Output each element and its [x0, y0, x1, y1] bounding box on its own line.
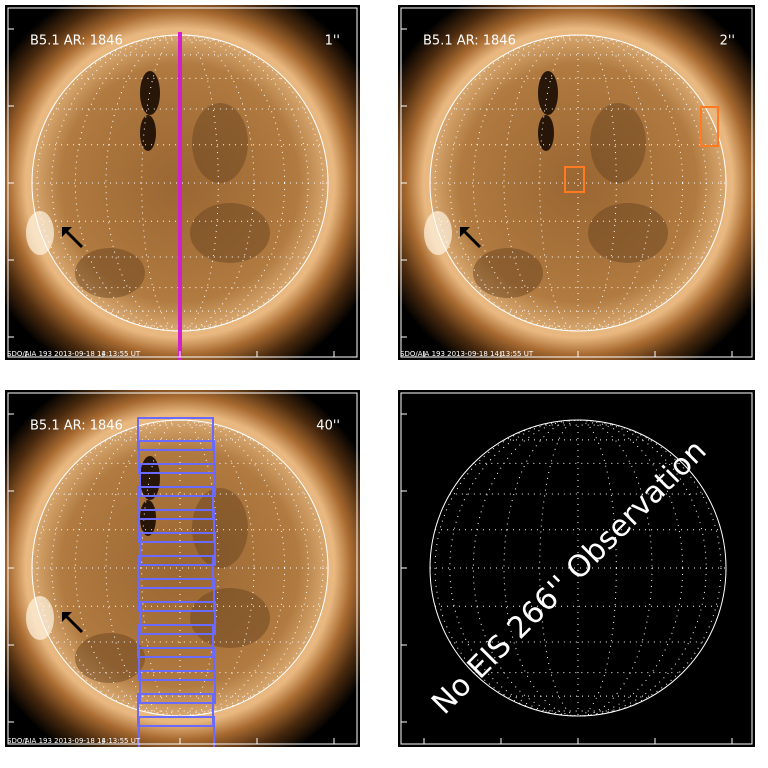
coronal-hole	[190, 203, 270, 263]
coronal-hole	[192, 103, 248, 183]
raster-box	[700, 106, 719, 147]
y-tick-label: 0	[388, 178, 394, 189]
bright-limb	[26, 211, 54, 255]
y-tick-label: 1000	[369, 24, 394, 35]
bright-limb	[26, 596, 54, 640]
coronal-hole	[588, 203, 668, 263]
coronal-hole	[538, 115, 554, 151]
y-tick-label: 500	[375, 101, 394, 112]
panel	[429, 419, 727, 717]
footer: SDO/AIA 193 2013-09-18 14:13:55 UT	[400, 350, 534, 358]
x-tick-label tick: -1000	[11, 365, 40, 376]
coronal-hole	[75, 248, 145, 298]
raster-box	[564, 166, 585, 193]
y-tick-label: -500	[371, 640, 394, 651]
slit-label: 1''	[325, 34, 340, 49]
raster-box	[139, 601, 216, 635]
raster-box	[137, 417, 214, 451]
coronal-hole	[140, 115, 156, 151]
x-tick-label tick: 500	[645, 365, 664, 376]
panel	[5, 5, 360, 360]
x-tick-label tick: 0	[177, 365, 183, 376]
raster-box	[138, 578, 215, 612]
raster-box	[137, 624, 214, 658]
coronal-hole	[75, 633, 145, 683]
coronal-hole	[473, 248, 543, 298]
raster-box	[139, 532, 216, 566]
raster-box	[137, 555, 214, 589]
panel-bg	[398, 390, 755, 747]
coronal-hole	[192, 488, 248, 568]
raster-box	[139, 463, 216, 497]
raster-box	[138, 440, 215, 474]
bright-limb	[424, 211, 452, 255]
raster-box	[138, 647, 215, 681]
panel	[398, 5, 755, 360]
arrow-head	[62, 227, 72, 237]
meridian	[434, 34, 722, 332]
coronal-hole	[590, 103, 646, 183]
y-tick-label: 500	[375, 486, 394, 497]
footer: SDO/AIA 193 2013-09-18 14:13:55 UT	[7, 350, 141, 358]
arrow-head	[62, 612, 72, 622]
panel-label: B5.1 AR: 1846	[30, 34, 123, 49]
y-tick-label: 0	[388, 563, 394, 574]
arrow-head	[460, 227, 470, 237]
x-tick-label tick: -500	[92, 365, 115, 376]
x-tick-label tick: -500	[490, 365, 513, 376]
arrow	[64, 614, 84, 634]
y-tick-label: -1000	[365, 717, 394, 728]
arrow	[462, 229, 482, 249]
raster-box	[139, 670, 216, 704]
panel-label: B5.1 AR: 1846	[30, 419, 123, 434]
meridian	[434, 419, 722, 717]
x-tick-label tick: 0	[575, 365, 581, 376]
y-tick-label: -500	[371, 255, 394, 266]
panel	[5, 390, 360, 747]
raster-box	[137, 486, 214, 520]
arrow	[64, 229, 84, 249]
x-tick-label tick: 1000	[719, 365, 744, 376]
solar-disk	[430, 35, 726, 331]
raster-box	[137, 693, 214, 727]
slit-label: 2''	[720, 34, 735, 49]
raster-box	[138, 509, 215, 543]
panel-label: B5.1 AR: 1846	[423, 34, 516, 49]
x-tick-label tick: 500	[247, 365, 266, 376]
footer: SDO/AIA 193 2013-09-18 14:13:55 UT	[7, 737, 141, 745]
coronal-hole	[190, 588, 270, 648]
raster-box	[138, 716, 215, 747]
x-tick-label tick: -1000	[409, 365, 438, 376]
y-tick-label: -1000	[365, 332, 394, 343]
slit-label: 40''	[316, 419, 340, 434]
y-tick-label: 1000	[369, 409, 394, 420]
x-tick-label tick: 1000	[321, 365, 346, 376]
